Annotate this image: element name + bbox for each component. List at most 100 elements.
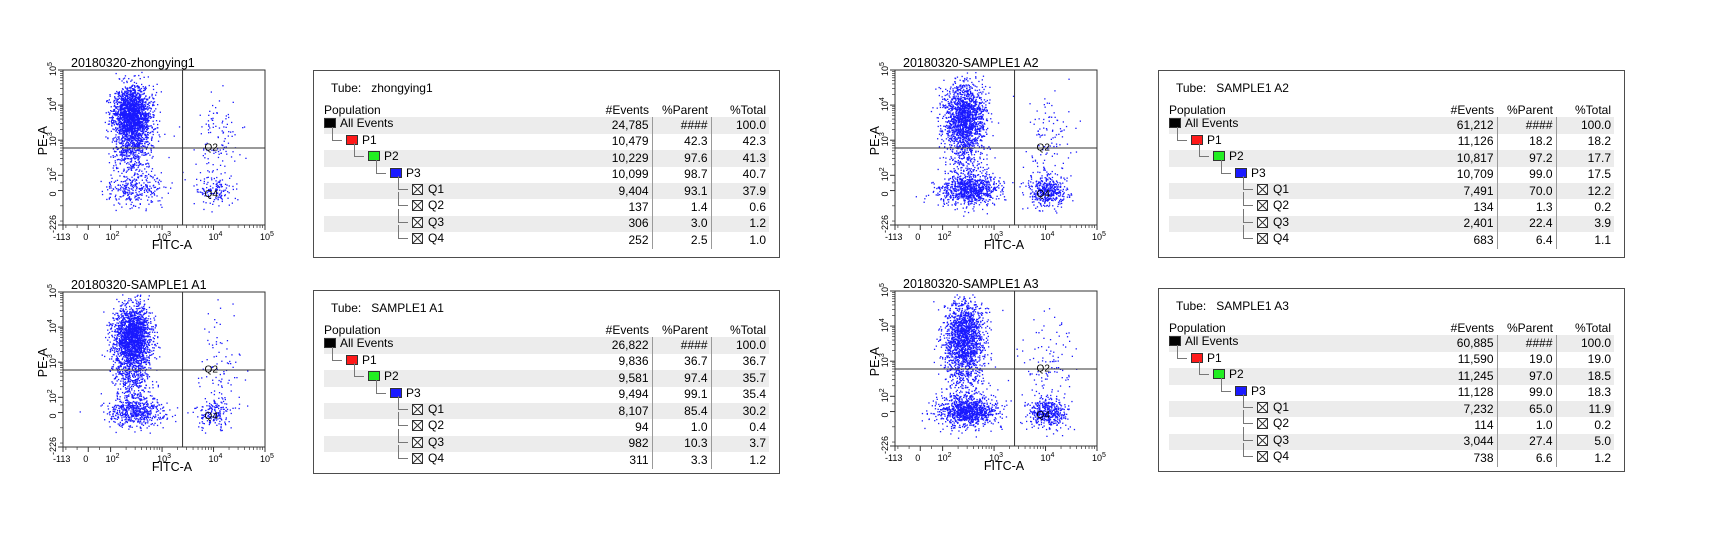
population-row[interactable]: P1 10,479 42.3 42.3 — [324, 126, 769, 151]
population-row[interactable]: Q4 311 3.3 1.2 — [324, 445, 769, 469]
events-cell: 26,822 — [594, 337, 653, 354]
population-row[interactable]: Q3 306 3.0 1.2 — [324, 208, 769, 233]
population-row[interactable]: Q4 252 2.5 1.0 — [324, 225, 769, 249]
population-name: All Events — [340, 336, 394, 351]
column-header[interactable]: #Events — [1450, 103, 1494, 117]
population-name-cell: P1 — [324, 346, 594, 370]
population-row[interactable]: Q1 9,404 93.1 37.9 — [324, 176, 769, 200]
percent-total-cell: 30.2 — [711, 403, 769, 420]
population-name-cell: Q2 — [1169, 192, 1439, 215]
x-axis-label: FITC-A — [152, 460, 193, 474]
events-cell: 9,494 — [594, 386, 653, 404]
population-name: Q3 — [428, 434, 445, 449]
percent-parent-cell: 70.0 — [1497, 183, 1557, 200]
population-color-swatch — [368, 371, 380, 382]
population-row[interactable]: Q4 738 6.6 1.2 — [1169, 443, 1614, 467]
x-tick-label: 103 — [989, 452, 1003, 463]
y-tick-label: 105 — [47, 62, 58, 76]
population-row[interactable]: P2 9,581 97.4 35.7 — [324, 363, 769, 387]
population-row[interactable]: P1 9,836 36.7 36.7 — [324, 346, 769, 371]
column-header[interactable]: #Events — [605, 103, 649, 117]
x-axis-label: FITC-A — [152, 238, 193, 252]
column-header[interactable]: Population — [324, 323, 381, 337]
population-row[interactable]: Q2 94 1.0 0.4 — [324, 412, 769, 436]
column-header[interactable]: Population — [1169, 103, 1226, 117]
percent-total-cell: 35.7 — [711, 370, 769, 387]
population-row[interactable]: P3 10,709 99.0 17.5 — [1169, 159, 1614, 184]
population-name: P2 — [1229, 367, 1244, 382]
column-header[interactable]: %Total — [1574, 321, 1611, 335]
population-name: Q3 — [1273, 432, 1290, 447]
x-tick-label: 104 — [209, 453, 223, 464]
population-row[interactable]: P3 9,494 99.1 35.4 — [324, 379, 769, 404]
event-dots — [915, 72, 1081, 217]
population-row[interactable]: P2 10,817 97.2 17.7 — [1169, 143, 1614, 167]
quad-label-q4: Q4 — [1037, 410, 1051, 421]
column-header[interactable]: %Parent — [661, 103, 708, 117]
population-name: P1 — [362, 132, 377, 147]
column-header[interactable]: %Parent — [1506, 321, 1553, 335]
percent-parent-cell: 3.0 — [652, 215, 712, 233]
percent-total-cell: 17.5 — [1587, 167, 1611, 182]
tube-prefix: Tube: — [1176, 81, 1217, 95]
population-row[interactable]: Q4 683 6.4 1.1 — [1169, 225, 1614, 249]
tube-title: Tube: SAMPLE1 A2 — [1176, 81, 1289, 95]
population-name: Q4 — [1273, 449, 1290, 464]
column-header[interactable]: Population — [324, 103, 381, 117]
population-row[interactable]: Q2 137 1.4 0.6 — [324, 192, 769, 216]
events-cell: 61,212 — [1439, 117, 1498, 134]
scatter-plot-zhongying1: 20180320-zhongying1 Q2 Q4 -113 0 102 103 104 105… — [30, 55, 300, 255]
population-table: Population #Events %Parent %Total All Events… — [1169, 321, 1614, 467]
percent-parent-cell: 98.7 — [652, 166, 712, 184]
population-row[interactable]: P1 11,590 19.0 19.0 — [1169, 344, 1614, 369]
population-color-swatch — [346, 134, 358, 145]
column-header[interactable]: %Parent — [1506, 103, 1553, 117]
population-row[interactable]: Q3 982 10.3 3.7 — [324, 428, 769, 453]
population-color-swatch — [390, 387, 402, 398]
percent-parent-cell: 97.0 — [1497, 368, 1557, 385]
column-header[interactable]: %Total — [729, 103, 766, 117]
population-color-swatch — [368, 151, 380, 162]
column-header[interactable]: #Events — [1450, 321, 1494, 335]
x-tick-label: 104 — [209, 231, 223, 242]
column-header[interactable]: %Total — [729, 323, 766, 337]
population-row[interactable]: P1 11,126 18.2 18.2 — [1169, 126, 1614, 151]
y-tick-label: 104 — [47, 319, 58, 333]
population-row[interactable]: All Events 61,212 #### 100.0 — [1169, 116, 1614, 134]
population-row[interactable]: Q3 3,044 27.4 5.0 — [1169, 426, 1614, 451]
quadrant-gate-icon — [1257, 434, 1268, 446]
column-header[interactable]: #Events — [605, 323, 649, 337]
population-row[interactable]: Q2 114 1.0 0.2 — [1169, 410, 1614, 434]
population-name: Q1 — [428, 402, 445, 417]
events-cell: 2,401 — [1439, 215, 1498, 233]
events-cell: 7,232 — [1439, 401, 1498, 418]
population-row[interactable]: Q1 7,232 65.0 11.9 — [1169, 394, 1614, 418]
events-cell: 10,817 — [1439, 150, 1498, 167]
column-header[interactable]: Population — [1169, 321, 1226, 335]
population-row[interactable]: All Events 60,885 #### 100.0 — [1169, 334, 1614, 352]
population-row[interactable]: P3 10,099 98.7 40.7 — [324, 159, 769, 184]
population-row[interactable]: P3 11,128 99.0 18.3 — [1169, 377, 1614, 402]
y-tick-label: 102 — [47, 167, 58, 181]
column-header[interactable]: %Parent — [661, 323, 708, 337]
quad-label-q4: Q4 — [1037, 189, 1051, 200]
y-axis-label: PE-A — [36, 125, 50, 155]
population-row[interactable]: P2 10,229 97.6 41.3 — [324, 143, 769, 167]
column-header[interactable]: %Total — [1574, 103, 1611, 117]
y-axis-label: PE-A — [868, 125, 882, 155]
percent-total-cell: 100.0 — [711, 337, 769, 354]
population-name-cell: P3 — [324, 159, 594, 183]
population-row[interactable]: All Events 26,822 #### 100.0 — [324, 336, 769, 354]
population-row[interactable]: All Events 24,785 #### 100.0 — [324, 116, 769, 134]
population-name: P3 — [1251, 383, 1266, 398]
population-row[interactable]: Q1 7,491 70.0 12.2 — [1169, 176, 1614, 200]
population-row[interactable]: Q2 134 1.3 0.2 — [1169, 192, 1614, 216]
x-axis-label: FITC-A — [984, 459, 1025, 473]
population-row[interactable]: Q3 2,401 22.4 3.9 — [1169, 208, 1614, 233]
population-color-swatch — [1213, 151, 1225, 162]
y-tick-label: -226 — [48, 215, 58, 233]
population-row[interactable]: P2 11,245 97.0 18.5 — [1169, 361, 1614, 385]
percent-parent-cell: 97.2 — [1497, 150, 1557, 167]
population-row[interactable]: Q1 8,107 85.4 30.2 — [324, 396, 769, 420]
quadrant-gate-icon — [412, 233, 423, 245]
